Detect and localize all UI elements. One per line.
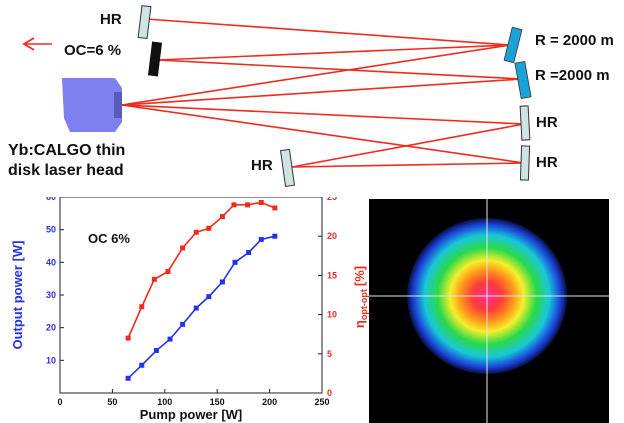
beam-hrb-to-hr2	[291, 162, 525, 168]
hr-top-label: HR	[100, 11, 122, 28]
beam-head-to-hr2	[121, 104, 525, 164]
right-axis-label-eta: η	[352, 320, 367, 328]
right-axis-label: ηopt-opt [%]	[352, 266, 369, 328]
hr-bottom-label: HR	[251, 157, 273, 174]
data-point-right	[206, 225, 212, 231]
x-axis-ticks: 0 50 100 150 200 250	[57, 389, 330, 407]
beam-hr1-to-hrb	[291, 123, 525, 168]
data-point-left	[258, 236, 264, 242]
series-line-left	[127, 235, 276, 379]
left-tick-label: 50	[46, 225, 56, 235]
right-axis-label-unit: [%]	[352, 266, 367, 286]
oc-mirror	[147, 41, 163, 77]
left-tick-label: 10	[46, 355, 56, 365]
beam-m1-to-oc	[157, 44, 511, 61]
data-point-left	[193, 305, 199, 311]
mirror2-label: R =2000 m	[535, 67, 610, 84]
series-line-right	[127, 201, 276, 339]
left-axis-ticks: 10 20 30 40 50 60	[46, 197, 64, 365]
right-tick-label: 0	[327, 388, 332, 398]
right-tick-label: 20	[327, 231, 337, 241]
laser-beams	[22, 18, 525, 168]
left-tick-label: 60	[46, 197, 56, 202]
series-group	[125, 199, 278, 381]
right-axis-ticks: 0 5 10 15 20 25	[318, 197, 337, 398]
x-tick-label: 50	[107, 397, 117, 407]
beam-head-to-hr1	[121, 104, 525, 125]
x-axis-label: Pump power [W]	[140, 407, 243, 422]
data-point-right	[180, 245, 186, 251]
chart-annotation: OC 6%	[88, 231, 130, 246]
data-point-right	[151, 276, 157, 282]
hr-right-2-label: HR	[536, 154, 558, 171]
data-point-left	[180, 321, 186, 327]
beam-profile-image	[369, 199, 609, 423]
hr-mirror-right-1	[519, 105, 531, 141]
beam-head-to-m2	[121, 78, 523, 106]
x-tick-label: 0	[57, 397, 62, 407]
data-point-right	[165, 268, 171, 274]
x-tick-label: 150	[210, 397, 225, 407]
left-tick-label: 30	[46, 290, 56, 300]
hr-mirror-right-2	[519, 145, 531, 181]
data-point-left	[272, 233, 278, 239]
right-tick-label: 10	[327, 310, 337, 320]
right-tick-label: 15	[327, 270, 337, 280]
left-tick-label: 20	[46, 323, 56, 333]
x-tick-label: 250	[314, 397, 329, 407]
data-point-left	[153, 348, 159, 354]
data-point-right	[125, 335, 131, 341]
data-point-left	[167, 336, 173, 342]
data-point-right	[272, 205, 278, 211]
data-point-left	[219, 279, 225, 285]
plot-frame	[59, 197, 323, 394]
right-axis-label-sub: opt-opt	[359, 289, 369, 320]
hr-right-1-label: HR	[536, 114, 558, 131]
right-tick-label: 25	[327, 197, 337, 202]
data-point-right	[258, 199, 264, 205]
resonator-diagram	[22, 5, 532, 187]
data-point-right	[219, 214, 225, 220]
left-arrow-icon	[22, 37, 35, 51]
data-point-right	[245, 202, 251, 208]
data-point-right	[193, 229, 199, 235]
laser-head-label-line2: disk laser head	[8, 162, 124, 179]
beam-oc-to-m2	[157, 59, 523, 80]
data-point-left	[232, 259, 238, 265]
mirror1-label: R = 2000 m	[535, 32, 614, 49]
data-point-left	[206, 294, 212, 300]
hr-mirror-top	[137, 5, 152, 40]
data-point-right	[139, 304, 145, 310]
x-tick-label: 100	[157, 397, 172, 407]
hr-mirror-bottom	[279, 148, 296, 187]
beam-head-to-m1	[121, 44, 511, 106]
data-point-right	[231, 202, 237, 208]
data-point-left	[246, 250, 252, 256]
data-point-left	[125, 375, 131, 381]
beam-hr-to-m1	[145, 18, 511, 46]
oc-label: OC=6 %	[64, 42, 122, 59]
right-tick-label: 5	[327, 349, 332, 359]
left-axis-label: Output power [W]	[10, 240, 25, 349]
curved-mirror-2	[514, 60, 532, 100]
data-point-left	[139, 362, 145, 368]
x-tick-label: 200	[262, 397, 277, 407]
left-tick-label: 40	[46, 257, 56, 267]
laser-head-label-line1: Yb:CALGO thin	[8, 142, 126, 159]
laser-head	[62, 78, 122, 132]
curved-mirror-1	[503, 26, 523, 64]
